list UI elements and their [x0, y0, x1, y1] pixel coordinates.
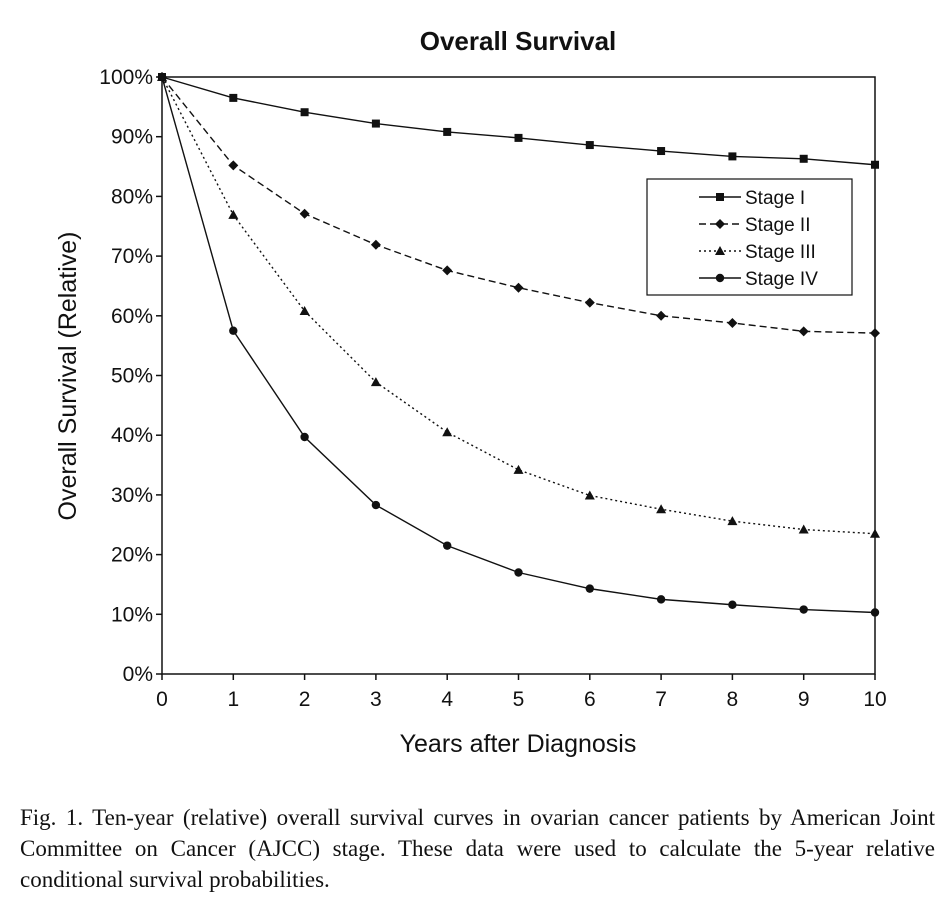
legend-marker	[715, 246, 725, 255]
data-point	[370, 239, 381, 250]
x-tick-label: 7	[655, 688, 667, 711]
x-tick-label: 6	[584, 688, 596, 711]
data-point	[657, 147, 666, 156]
data-point	[728, 600, 737, 609]
legend-entry: Stage III	[699, 242, 816, 263]
series-layer	[157, 72, 880, 617]
data-point	[585, 584, 594, 593]
data-point	[371, 119, 380, 128]
data-point	[513, 464, 524, 474]
data-point	[870, 528, 880, 538]
data-point	[728, 152, 737, 161]
y-tick-label: 50%	[111, 365, 153, 388]
x-tick-label: 3	[370, 688, 382, 711]
legend-label: Stage IV	[745, 269, 818, 290]
data-point	[228, 160, 239, 171]
y-axis-label: Overall Survival (Relative)	[54, 232, 82, 521]
series-4	[157, 72, 880, 617]
series-line	[161, 76, 876, 334]
y-tick-label: 40%	[111, 424, 153, 447]
plot-frame	[161, 76, 876, 675]
data-point	[656, 310, 667, 321]
data-point	[300, 432, 309, 442]
series-1	[158, 73, 879, 169]
x-tick-label: 8	[727, 688, 739, 711]
y-tick-label: 90%	[111, 126, 153, 149]
y-tick-label: 30%	[111, 484, 153, 507]
figure-caption: Fig. 1. Ten-year (relative) overall surv…	[20, 805, 935, 892]
y-tick-label: 10%	[111, 603, 153, 626]
legend: Stage I Stage II Stage III Stage IV	[646, 178, 853, 296]
data-point	[798, 326, 809, 337]
series-3	[157, 72, 880, 538]
series-line	[161, 76, 876, 166]
data-point	[442, 427, 453, 437]
data-point	[157, 72, 167, 82]
data-point	[870, 328, 880, 339]
y-tick-label: 80%	[111, 185, 153, 208]
legend-marker	[715, 219, 725, 229]
data-point	[228, 209, 239, 219]
x-tick-label: 10	[863, 688, 886, 711]
y-tick-label: 100%	[99, 66, 153, 89]
data-point	[300, 108, 309, 117]
data-point	[727, 516, 738, 526]
data-point	[656, 595, 666, 604]
x-tick-label: 2	[299, 688, 311, 711]
chart-title: Overall Survival	[420, 26, 617, 56]
y-tick-label: 70%	[111, 245, 153, 268]
legend-marker	[716, 193, 724, 201]
legend-entry: Stage I	[699, 188, 805, 209]
y-tick-label: 20%	[111, 544, 153, 567]
legend-entry: Stage II	[699, 215, 811, 236]
data-point	[229, 326, 238, 335]
data-point	[727, 317, 738, 328]
data-point	[585, 141, 594, 150]
data-point	[514, 568, 523, 577]
legend-label: Stage II	[745, 215, 811, 236]
data-point	[442, 265, 453, 276]
legend-label: Stage I	[745, 188, 805, 209]
x-tick-label: 1	[227, 688, 239, 711]
data-point	[513, 282, 524, 293]
data-point	[798, 524, 809, 534]
data-point	[514, 133, 523, 142]
data-point	[584, 297, 595, 308]
legend-label: Stage III	[745, 242, 816, 263]
data-point	[299, 208, 310, 219]
data-point	[371, 500, 381, 510]
data-point	[799, 605, 808, 614]
x-tick-label: 9	[798, 688, 810, 711]
data-point	[229, 93, 238, 102]
data-point	[443, 127, 452, 136]
series-line	[161, 76, 876, 535]
x-tick-label: 0	[156, 688, 168, 711]
legend-entry: Stage IV	[699, 269, 818, 290]
x-axis-label: Years after Diagnosis	[400, 730, 637, 758]
x-tick-label: 5	[513, 688, 525, 711]
legend-marker	[715, 273, 725, 283]
data-point	[799, 154, 808, 163]
x-tick-label: 4	[441, 688, 453, 711]
data-point	[584, 490, 595, 500]
survival-chart: Overall Survival 0% 10% 20% 30% 40% 50% 60% 70%…	[54, 26, 887, 758]
y-tick-label: 0%	[123, 663, 153, 686]
y-tick-label: 60%	[111, 305, 153, 328]
data-point	[871, 160, 879, 169]
data-point	[299, 306, 310, 316]
data-point	[443, 541, 452, 550]
data-point	[370, 377, 381, 387]
chart-axes: 0% 10% 20% 30% 40% 50% 60% 70% 80% 90% 100% 0 1 2 3 4 5 6…	[99, 66, 886, 711]
data-point	[870, 608, 880, 617]
legend-box	[646, 178, 853, 296]
data-point	[656, 504, 667, 514]
